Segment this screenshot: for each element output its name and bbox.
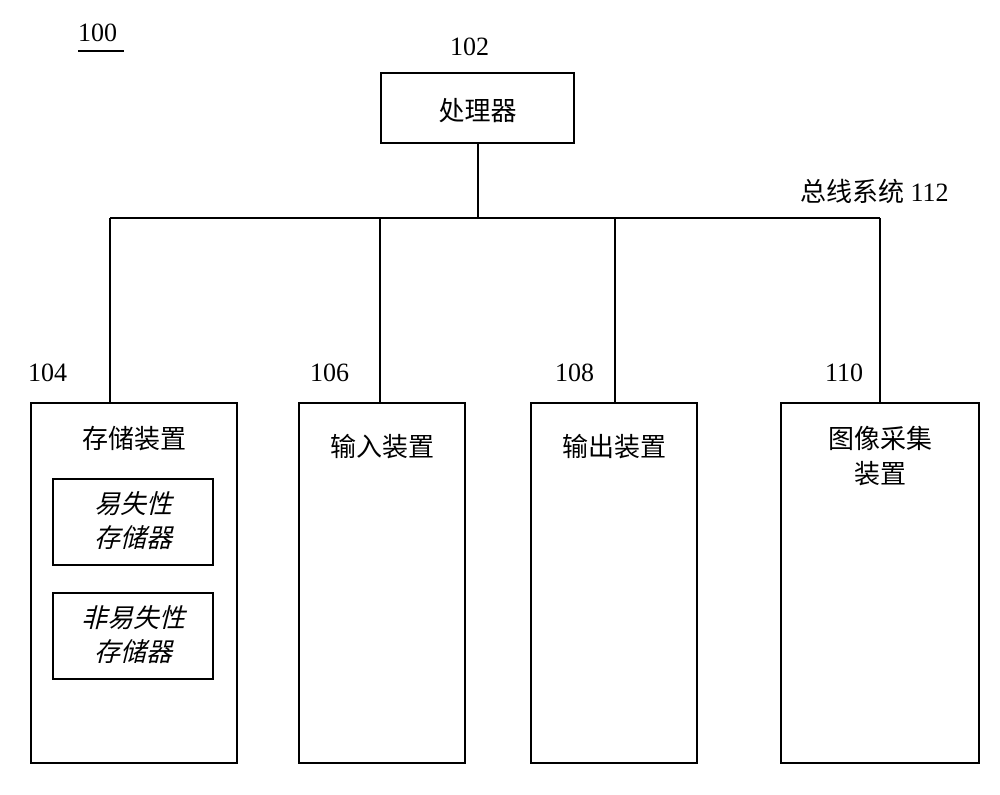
storage-box: 存储装置	[30, 402, 238, 764]
output-ref-label: 108	[555, 358, 594, 388]
system-ref-label: 100	[78, 18, 124, 52]
input-box: 输入装置	[298, 402, 466, 764]
output-box: 输出装置	[530, 402, 698, 764]
image-capture-box: 图像采集 装置	[780, 402, 980, 764]
system-ref-underline	[78, 50, 124, 52]
storage-label: 存储装置	[32, 422, 236, 457]
processor-label: 处理器	[382, 94, 573, 129]
input-ref-text: 106	[310, 358, 349, 387]
image-ref-text: 110	[825, 358, 863, 387]
output-ref-text: 108	[555, 358, 594, 387]
diagram-canvas: 100 102 处理器 总线系统 112 104 106 108 110 存储装…	[0, 0, 1000, 795]
image-ref-label: 110	[825, 358, 863, 388]
volatile-memory-label: 易失性 存储器	[94, 488, 172, 556]
nonvolatile-memory-box: 非易失性 存储器	[52, 592, 214, 680]
bus-label-text: 总线系统 112	[800, 178, 949, 207]
nonvolatile-memory-label: 非易失性 存储器	[81, 602, 185, 670]
storage-ref-label: 104	[28, 358, 67, 388]
storage-ref-text: 104	[28, 358, 67, 387]
system-ref-text: 100	[78, 18, 117, 47]
processor-ref-text: 102	[450, 32, 489, 61]
processor-ref-label: 102	[450, 32, 489, 62]
volatile-memory-box: 易失性 存储器	[52, 478, 214, 566]
input-ref-label: 106	[310, 358, 349, 388]
input-label: 输入装置	[300, 430, 464, 465]
processor-box: 处理器	[380, 72, 575, 144]
bus-label: 总线系统 112	[800, 172, 949, 209]
output-label: 输出装置	[532, 430, 696, 465]
image-capture-label: 图像采集 装置	[782, 422, 978, 492]
